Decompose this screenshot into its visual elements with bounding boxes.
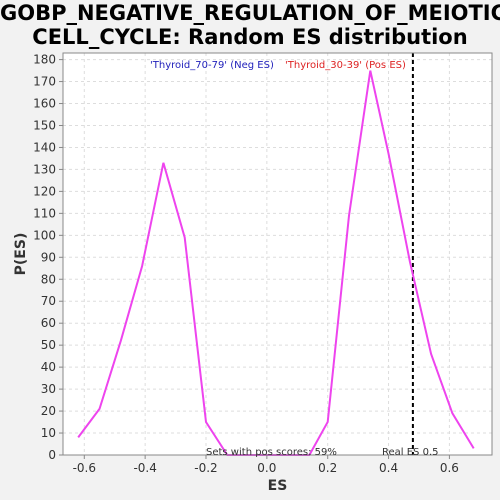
y-tick-label: 10 xyxy=(41,426,56,440)
y-axis-ticks: 0 10 20 30 40 50 60 70 80 90 100 110 120 130 140 150 160… xyxy=(33,53,63,462)
chart-title-line1: GOBP_NEGATIVE_REGULATION_OF_MEIOTIC_ xyxy=(0,1,500,25)
y-tick-label: 170 xyxy=(33,75,56,89)
legend-pos-es: 'Thyroid_30-39' (Pos ES) xyxy=(285,60,406,71)
plot-background xyxy=(63,53,492,455)
y-tick-label: 70 xyxy=(41,294,56,308)
y-tick-label: 50 xyxy=(41,338,56,352)
x-axis-ticks: -0.6 -0.4 -0.2 0.0 0.2 0.4 0.6 xyxy=(73,455,459,475)
y-tick-label: 130 xyxy=(33,162,56,176)
x-axis-label: ES xyxy=(268,478,288,494)
y-tick-label: 150 xyxy=(33,118,56,132)
x-tick-label: -0.2 xyxy=(194,461,217,475)
real-es-note: Real ES 0.5 xyxy=(382,447,438,458)
y-tick-label: 60 xyxy=(41,316,56,330)
legend-neg-es: 'Thyroid_70-79' (Neg ES) xyxy=(150,60,274,71)
y-tick-label: 140 xyxy=(33,140,56,154)
y-tick-label: 100 xyxy=(33,228,56,242)
y-tick-label: 0 xyxy=(48,448,56,462)
y-tick-label: 90 xyxy=(41,250,56,264)
pos-scores-note: Sets with pos scores: 59% xyxy=(206,447,337,458)
x-tick-label: 0.6 xyxy=(440,461,459,475)
y-tick-label: 30 xyxy=(41,382,56,396)
y-tick-label: 40 xyxy=(41,360,56,374)
y-tick-label: 80 xyxy=(41,272,56,286)
chart-title-line2: CELL_CYCLE: Random ES distribution xyxy=(32,25,468,49)
plot-frame xyxy=(62,52,493,456)
y-tick-label: 110 xyxy=(33,206,56,220)
y-tick-label: 180 xyxy=(33,53,56,67)
grid-lines xyxy=(63,53,492,456)
y-axis-label: P(ES) xyxy=(13,233,29,276)
x-tick-label: 0.4 xyxy=(379,461,398,475)
y-tick-label: 120 xyxy=(33,184,56,198)
x-tick-label: 0.0 xyxy=(257,461,276,475)
x-tick-label: 0.2 xyxy=(318,461,337,475)
y-tick-label: 20 xyxy=(41,404,56,418)
x-tick-label: -0.4 xyxy=(133,461,156,475)
y-tick-label: 160 xyxy=(33,97,56,111)
x-tick-label: -0.6 xyxy=(73,461,96,475)
